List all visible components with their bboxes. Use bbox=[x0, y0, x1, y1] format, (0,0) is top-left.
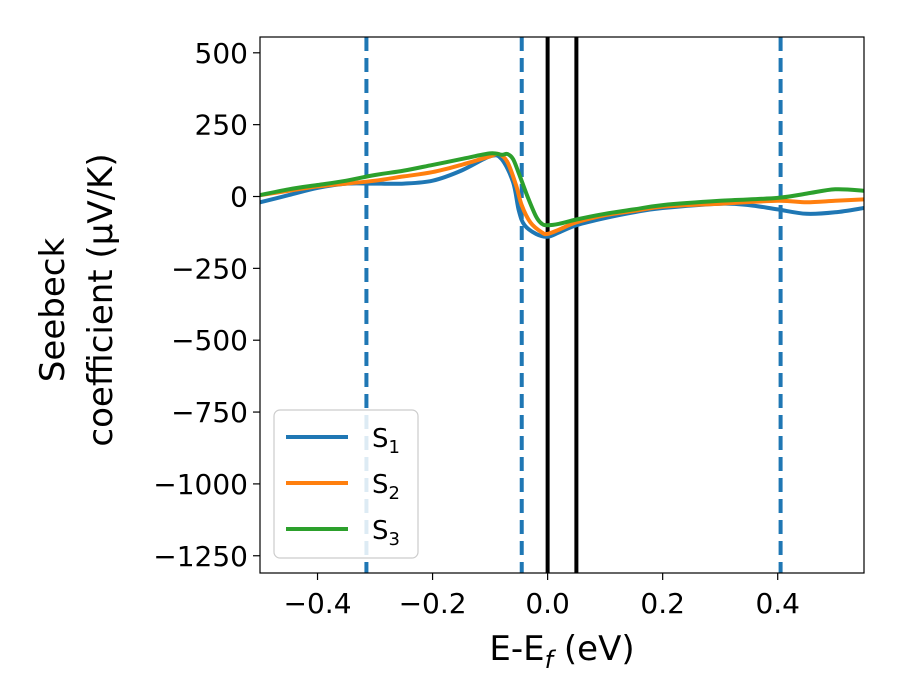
series-line-s1 bbox=[260, 153, 864, 239]
x-axis-ticks: −0.4 −0.2 0.0 0.2 0.4 bbox=[284, 573, 800, 620]
x-axis-label: E-Ef (eV) bbox=[489, 629, 634, 674]
y-tick-label: −250 bbox=[171, 252, 248, 285]
legend-label-s3: S3 bbox=[372, 516, 400, 550]
vertical-lines bbox=[364, 37, 783, 573]
x-tick-label: −0.4 bbox=[284, 587, 352, 620]
series-lines bbox=[260, 151, 864, 239]
x-tick-label: 0.2 bbox=[640, 587, 685, 620]
y-tick-label: 0 bbox=[230, 181, 248, 214]
y-tick-label: 250 bbox=[195, 109, 248, 142]
plot-frame bbox=[259, 36, 865, 574]
y-tick-label: −750 bbox=[171, 396, 248, 429]
legend-label-s1: S1 bbox=[372, 424, 400, 458]
y-axis-label-line2: coefficient (μV/K) bbox=[81, 153, 121, 446]
y-tick-label: 500 bbox=[195, 37, 248, 70]
legend-label-s2: S2 bbox=[372, 470, 400, 504]
y-tick-label: −1250 bbox=[153, 540, 248, 573]
x-tick-label: 0.4 bbox=[755, 587, 800, 620]
y-tick-label: −1000 bbox=[153, 468, 248, 501]
legend: S1 S2 S3 bbox=[273, 409, 419, 559]
x-tick-label: 0.0 bbox=[525, 587, 570, 620]
y-axis-ticks: 500 250 0 −250 −500 −750 −1000 −1250 bbox=[153, 37, 260, 573]
x-tick-label: −0.2 bbox=[399, 587, 467, 620]
series-line-s3 bbox=[260, 151, 864, 228]
y-tick-label: −500 bbox=[171, 324, 248, 357]
y-axis-label-line1: Seebeck bbox=[33, 238, 73, 383]
series-line-s2 bbox=[260, 151, 864, 237]
